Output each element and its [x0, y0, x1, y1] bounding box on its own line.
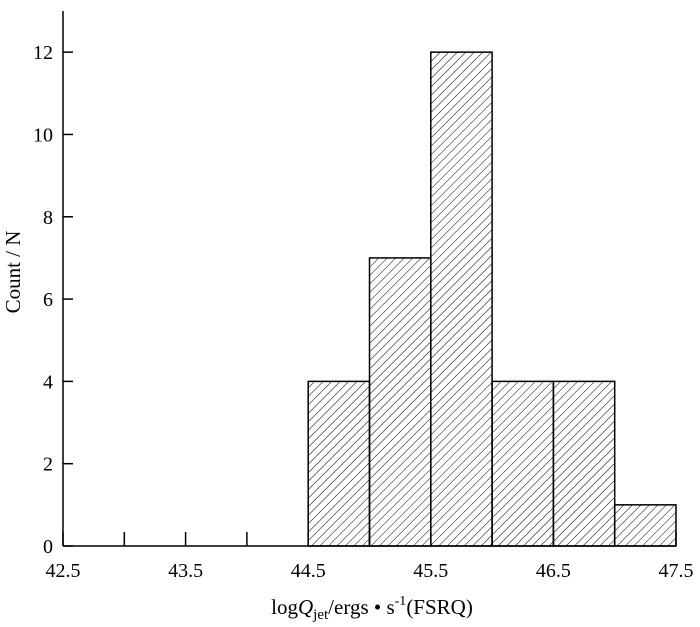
y-tick-label: 2: [43, 454, 53, 476]
bars-group: [307, 51, 677, 547]
y-tick-label: 6: [43, 289, 53, 311]
histogram-bar-6: [613, 504, 677, 547]
x-axis-title-superscript: -1: [395, 594, 407, 609]
histogram-bar-5: [552, 380, 616, 547]
y-tick-label: 4: [43, 371, 53, 393]
x-axis-title-middle: /ergs • s: [328, 595, 394, 619]
histogram-bar-2: [368, 257, 432, 547]
histogram-bar-4: [491, 380, 555, 547]
y-tick-label: 10: [33, 124, 53, 146]
x-tick-label: 44.5: [291, 560, 326, 582]
x-tick-label: 43.5: [168, 560, 203, 582]
x-tick-label: 46.5: [536, 560, 571, 582]
y-axis-title: Count / N: [1, 231, 25, 314]
x-axis-title-suffix: (FSRQ): [406, 595, 473, 619]
y-tick-label: 0: [43, 536, 53, 558]
histogram-bar-3: [430, 51, 493, 547]
x-tick-label: 47.5: [659, 560, 694, 582]
x-axis-title-subscript: jet: [312, 607, 329, 623]
x-axis-title-prefix: log: [271, 595, 298, 619]
x-tick-label: 45.5: [413, 560, 448, 582]
y-tick-label: 8: [43, 207, 53, 229]
y-ticks-group: 0 2 4 6 8 10 12: [33, 42, 73, 558]
x-ticks-group: 42.5 43.5 44.5 45.5 46.5 47.5: [46, 532, 694, 582]
x-axis-title: logQjet/ergs • s-1(FSRQ): [271, 594, 473, 623]
x-axis-title-symbol: Q: [298, 595, 313, 619]
y-tick-label: 12: [33, 42, 53, 64]
histogram-bar-1: [307, 380, 371, 547]
x-tick-label: 42.5: [46, 560, 81, 582]
